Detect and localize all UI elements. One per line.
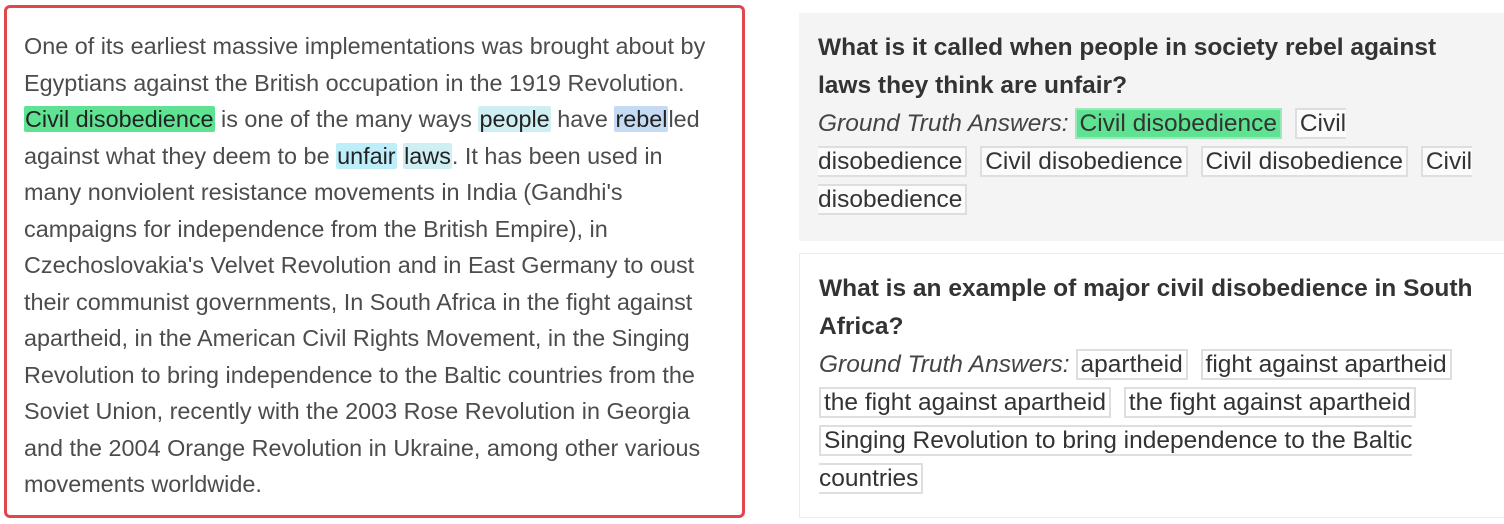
context-passage: One of its earliest massive implementati… — [4, 5, 745, 518]
passage-segment: One of its earliest massive implementati… — [24, 33, 706, 96]
passage-segment: have — [550, 106, 615, 132]
answer-chip: Civil disobedience — [1200, 146, 1408, 177]
answer-chip: fight against apartheid — [1200, 349, 1452, 380]
question-text: What is an example of major civil disobe… — [819, 275, 1473, 340]
question-card: What is an example of major civil disobe… — [799, 253, 1504, 518]
answer-chip: Civil disobedience — [1074, 108, 1283, 139]
question-text: What is it called when people in society… — [818, 34, 1437, 99]
question-card: What is it called when people in society… — [799, 13, 1504, 241]
passage-segment: . It has been used in many nonviolent re… — [24, 142, 701, 498]
answers-list: Ground Truth Answers: apartheid fight aga… — [819, 346, 1485, 498]
passage-segment-highlight: unfair — [336, 142, 397, 169]
answer-chip: Civil disobedience — [980, 146, 1188, 177]
answer-chip: the fight against apartheid — [819, 387, 1111, 418]
passage-segment: led against what they deem to be — [24, 106, 700, 169]
passage-segment: is one of the many ways — [214, 106, 479, 132]
passage-segment-highlight: laws — [403, 142, 452, 169]
answer-chip: the fight against apartheid — [1123, 387, 1416, 418]
passage-segment-highlight: rebel — [614, 106, 669, 132]
passage-segment-highlight: people — [478, 106, 551, 132]
passage-segment-highlight: Civil disobedience — [24, 106, 215, 132]
answers-label: Ground Truth Answers: — [818, 110, 1069, 137]
answers-label: Ground Truth Answers: — [819, 351, 1070, 378]
answers-list: Ground Truth Answers: Civil disobedience … — [818, 105, 1485, 219]
answer-chip: Singing Revolution to bring independence… — [819, 425, 1413, 494]
answer-chip: apartheid — [1075, 349, 1188, 380]
